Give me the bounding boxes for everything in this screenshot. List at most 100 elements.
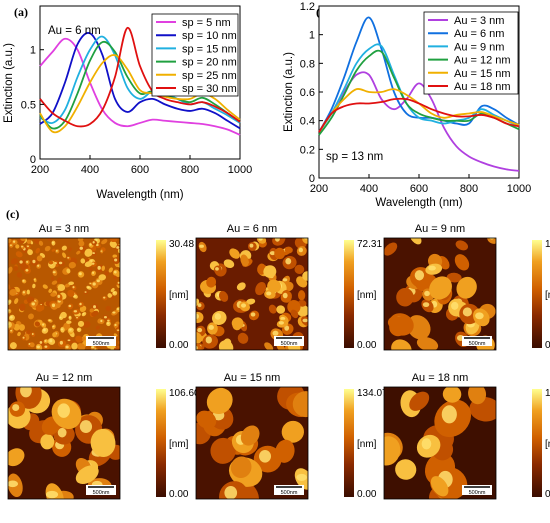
afm-grain <box>77 320 85 327</box>
afm-grain <box>229 248 240 259</box>
afm-grain-highlight <box>475 312 484 320</box>
afm-grain-highlight <box>9 315 13 319</box>
x-tick-label: 800 <box>181 164 199 176</box>
y-tick-label: 0.8 <box>300 58 315 70</box>
afm-grain <box>32 283 36 289</box>
afm-grain <box>292 391 308 418</box>
colorbar-max: 147.60 <box>545 388 550 399</box>
afm-grain-highlight <box>92 271 95 274</box>
afm-grain <box>429 276 452 300</box>
afm-grain-highlight <box>33 279 36 281</box>
chart-a-legend-box <box>151 13 239 97</box>
afm-grain-highlight <box>77 328 80 331</box>
afm-grain <box>16 272 23 278</box>
afm-grain-highlight <box>197 327 203 333</box>
afm-grain <box>223 259 235 269</box>
afm-grain-highlight <box>205 336 212 344</box>
afm-grain-highlight <box>241 303 247 308</box>
afm-grain <box>15 251 23 258</box>
afm-grain-highlight <box>37 264 40 267</box>
afm-grain-highlight <box>52 271 56 274</box>
afm-grain <box>230 456 252 479</box>
series-line-0 <box>39 37 241 136</box>
afm-grain <box>66 320 72 324</box>
chart-a: 200 400 600 800 1000 0 0.5 1 Au = 6 nm sp = 5 n… <box>3 5 252 201</box>
afm-grain <box>35 247 41 254</box>
scalebar-bg <box>462 336 492 346</box>
afm-grain <box>109 240 118 249</box>
afm-grain <box>10 258 19 265</box>
afm-grain <box>19 324 25 331</box>
afm-grain-highlight <box>19 260 23 264</box>
afm-title: Au = 18 nm <box>412 372 469 384</box>
afm-grain-highlight <box>285 258 292 265</box>
y-tick-label: 0 <box>30 154 36 166</box>
chart-b-legend-box <box>423 11 519 95</box>
chart-b-ylabel: Extinction (a.u.) <box>283 52 295 132</box>
afm-grain <box>77 343 86 350</box>
afm-grain <box>60 311 67 319</box>
colorbar-unit: [nm] <box>357 290 377 301</box>
afm-grain-highlight <box>22 279 25 282</box>
afm-grain <box>27 249 33 256</box>
afm-grain-highlight <box>421 438 432 450</box>
x-tick-label: 800 <box>460 183 478 195</box>
panel-a-label: (a) <box>14 5 28 19</box>
afm-grain <box>110 238 118 243</box>
afm-grain-highlight <box>97 265 101 270</box>
afm-grain-highlight <box>282 278 288 282</box>
afm-grain <box>35 304 44 312</box>
afm-grain-highlight <box>44 345 48 348</box>
afm-grain <box>19 303 26 312</box>
chart-a-annotation: Au = 6 nm <box>48 25 101 37</box>
y-tick-label: 0.5 <box>21 99 36 111</box>
legend-label: Au = 15 nm <box>454 68 511 80</box>
afm-grain-highlight <box>112 311 116 314</box>
afm-grain <box>218 340 234 350</box>
afm-grain <box>456 276 477 299</box>
colorbar-max: 30.48 <box>169 239 194 250</box>
afm-grain <box>89 308 95 313</box>
scalebar-label: 500nm <box>469 490 486 496</box>
afm-grain-highlight <box>57 294 61 299</box>
afm-grain <box>240 254 249 267</box>
afm-grain <box>75 465 99 484</box>
afm-grain <box>38 240 44 246</box>
afm-grain <box>275 439 295 463</box>
afm-grain <box>68 261 76 269</box>
afm-grain-highlight <box>52 325 55 328</box>
afm-grain <box>50 292 57 297</box>
afm-grain-highlight <box>272 330 279 336</box>
afm-grain <box>237 332 249 344</box>
legend-label: sp = 30 nm <box>182 83 237 95</box>
afm-grain-highlight <box>96 243 99 247</box>
afm-grain <box>36 255 43 262</box>
afm-grain <box>9 288 17 296</box>
afm-grain-highlight <box>48 319 51 322</box>
afm-grain-highlight <box>259 450 272 463</box>
y-tick-label: 0.4 <box>300 116 315 128</box>
afm-border <box>383 237 497 351</box>
afm-grain <box>51 248 56 252</box>
afm-grain <box>113 275 118 280</box>
colorbar-unit: [nm] <box>169 290 189 301</box>
colorbar-unit: [nm] <box>357 439 377 450</box>
afm-grain-highlight <box>116 246 120 249</box>
afm-grain-highlight <box>8 309 10 312</box>
afm-grain <box>101 265 105 272</box>
afm-grain-highlight <box>60 328 64 331</box>
afm-grain <box>246 298 256 305</box>
y-tick-label: 0.6 <box>300 87 315 99</box>
afm-grain <box>62 252 67 258</box>
afm-title: Au = 15 nm <box>224 372 281 384</box>
afm-grain-highlight <box>89 282 92 284</box>
afm-grain-highlight <box>103 316 107 319</box>
colorbar-min: 0.00 <box>169 489 189 500</box>
afm-grain-highlight <box>43 328 46 332</box>
afm-grain <box>34 321 41 327</box>
afm-grain-highlight <box>73 310 78 313</box>
afm-grain-highlight <box>79 302 82 306</box>
afm-image <box>384 238 496 350</box>
afm-grain-highlight <box>462 307 472 317</box>
afm-grain <box>52 332 57 338</box>
